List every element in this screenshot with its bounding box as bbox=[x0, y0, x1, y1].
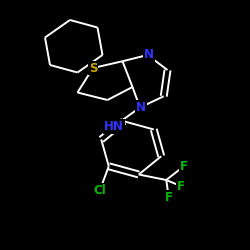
Text: F: F bbox=[165, 191, 173, 204]
Text: Cl: Cl bbox=[94, 184, 106, 196]
Text: HN: HN bbox=[104, 120, 124, 133]
Text: N: N bbox=[136, 101, 146, 114]
Text: F: F bbox=[177, 180, 185, 193]
Text: N: N bbox=[144, 48, 154, 62]
Text: S: S bbox=[89, 62, 97, 74]
Text: F: F bbox=[180, 160, 188, 173]
